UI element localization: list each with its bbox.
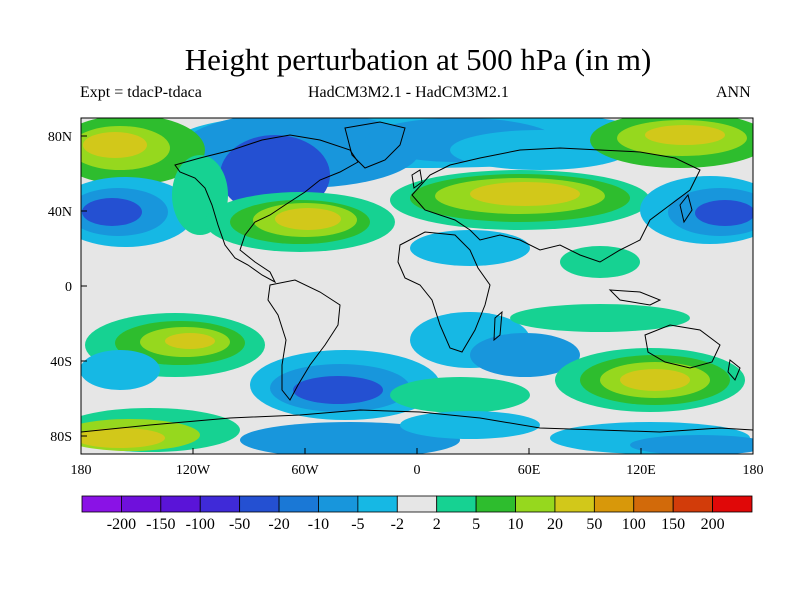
colorbar-box [593, 495, 635, 513]
y-tick-label: 80N [48, 130, 72, 145]
x-tick-label: 60W [291, 463, 319, 478]
experiment-label: Expt = tdacP-tdaca [80, 84, 202, 101]
colorbar-label: 100 [622, 516, 646, 533]
x-tick-label: 120W [176, 463, 211, 478]
colorbar-labels: -200 -150 -100 -50 -20 -10 -5 -2 2 5 10 20 50 100 150 2… [107, 516, 725, 533]
colorbar-label: 200 [701, 516, 725, 533]
colorbar-label: -20 [268, 516, 289, 533]
uk-coast [411, 169, 423, 189]
colorbar-box [396, 495, 438, 513]
colorbar-box [81, 495, 122, 513]
x-axis-labels: 180 120W 60W 0 60E 120E 180 [71, 463, 764, 478]
eurasia-coast [411, 147, 701, 263]
axis-tick-marks [81, 135, 642, 454]
colorbar-box [318, 495, 359, 513]
colorbar-box [515, 495, 556, 513]
colorbar-label: 150 [661, 516, 685, 533]
madagascar-coast [493, 310, 503, 342]
y-tick-label: 40S [50, 355, 72, 370]
season-label: ANN [716, 84, 751, 101]
colorbar-label: -50 [229, 516, 250, 533]
y-axis-labels: 80N 40N 0 40S 80S [48, 130, 72, 445]
new-zealand-coast [727, 359, 741, 381]
colorbar-label: 5 [472, 516, 480, 533]
antarctica-coast [81, 409, 753, 433]
north-america-coast [174, 134, 359, 284]
colorbar-label: 10 [508, 516, 524, 533]
africa-coast [397, 231, 491, 353]
greenland-coast [344, 121, 406, 169]
plot-title: Height perturbation at 500 hPa (in m) [184, 42, 652, 77]
japan-coast [679, 193, 693, 224]
contour-field [81, 118, 753, 454]
colorbar-box [554, 495, 595, 513]
x-tick-label: 180 [743, 463, 764, 478]
y-tick-label: 0 [65, 280, 72, 295]
colorbar-label: -150 [146, 516, 175, 533]
colorbar-label: 2 [433, 516, 441, 533]
colorbar-box [633, 495, 674, 513]
colorbar-label: -2 [391, 516, 404, 533]
colorbar-box [199, 495, 241, 513]
colorbar-box [436, 495, 477, 513]
colorbar-label: -5 [351, 516, 364, 533]
x-tick-label: 180 [71, 463, 92, 478]
colorbar-box [357, 495, 398, 513]
field-regions [81, 118, 753, 454]
x-tick-label: 120E [626, 463, 656, 478]
colorbar [81, 495, 753, 513]
colorbar-label: 50 [586, 516, 602, 533]
colorbar-label: -100 [186, 516, 215, 533]
indonesia-coast [608, 289, 662, 306]
coastlines [81, 121, 753, 433]
model-label: HadCM3M2.1 - HadCM3M2.1 [308, 84, 509, 101]
colorbar-box [475, 495, 516, 513]
colorbar-box [160, 495, 201, 513]
colorbar-label: -10 [308, 516, 329, 533]
colorbar-box [278, 495, 319, 513]
x-tick-label: 60E [518, 463, 541, 478]
colorbar-box [121, 495, 162, 513]
colorbar-box [239, 495, 280, 513]
y-tick-label: 40N [48, 205, 72, 220]
colorbar-label: 20 [547, 516, 563, 533]
australia-coast [644, 324, 721, 369]
colorbar-box [712, 495, 753, 513]
x-tick-label: 0 [414, 463, 421, 478]
south-america-coast [267, 279, 341, 401]
y-tick-label: 80S [50, 430, 72, 445]
colorbar-box [672, 495, 713, 513]
colorbar-label: -200 [107, 516, 136, 533]
